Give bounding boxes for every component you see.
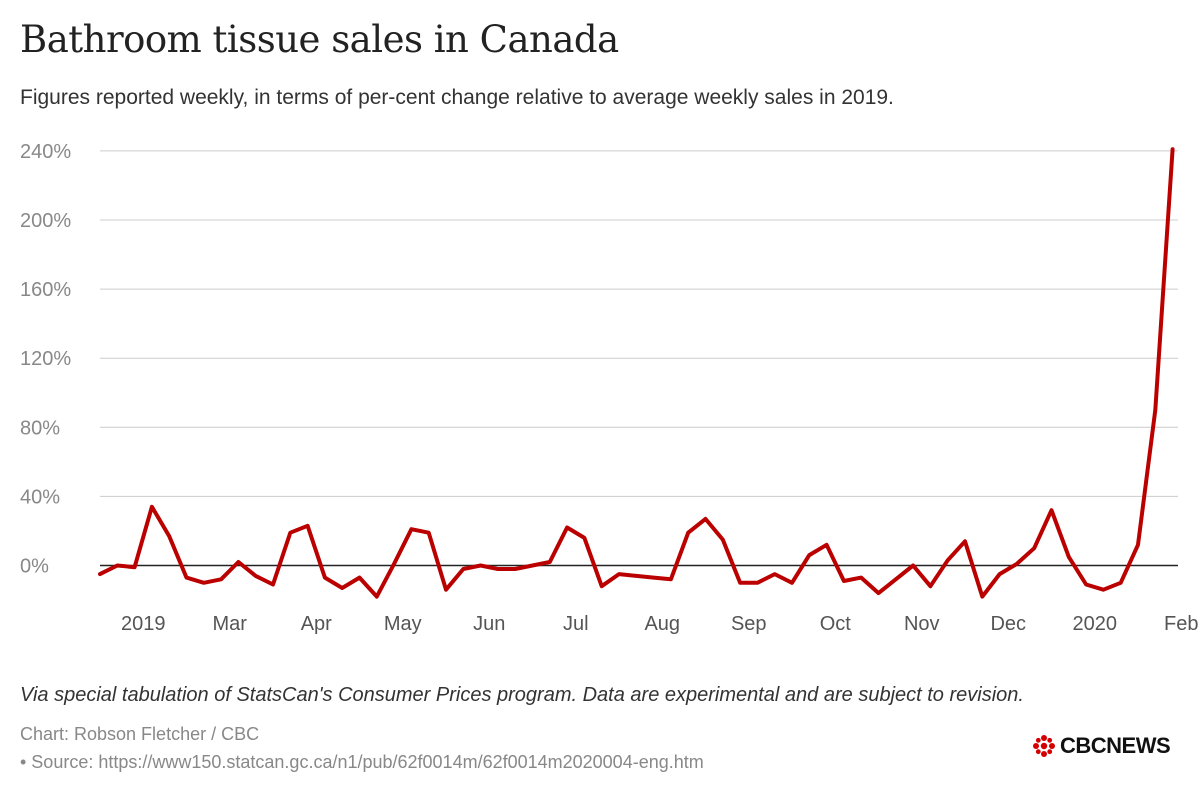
y-tick-label: 80% — [20, 417, 60, 439]
x-tick-label: Jun — [473, 613, 505, 635]
chart-note: Via special tabulation of StatsCan's Con… — [20, 684, 1024, 706]
grid-lines — [100, 150, 1178, 567]
x-tick-label: 2020 — [1073, 613, 1118, 635]
cbc-gem-icon — [1033, 735, 1055, 757]
x-tick-label: Mar — [213, 613, 248, 635]
y-tick-label: 200% — [20, 210, 71, 232]
x-tick-label: 2019 — [121, 613, 166, 635]
y-axis-ticks: 0% 40% 80% 120% 160% 200% 240% — [20, 141, 71, 578]
cbc-news-wordmark: CBCNEWS — [1060, 733, 1171, 758]
y-tick-label: 160% — [20, 279, 71, 301]
chart-subtitle: Figures reported weekly, in terms of per… — [20, 86, 894, 109]
chart-credit: Chart: Robson Fletcher / CBC — [20, 724, 260, 744]
series-line — [98, 147, 1175, 599]
x-tick-label: Feb — [1164, 613, 1198, 635]
x-tick-label: Apr — [301, 613, 332, 635]
chart-title: Bathroom tissue sales in Canada — [20, 18, 619, 61]
x-tick-label: Jul — [563, 613, 589, 635]
x-tick-label: Aug — [644, 613, 680, 635]
y-tick-label: 40% — [20, 486, 60, 508]
cbc-news-logo: CBCNEWS — [1032, 733, 1171, 758]
chart-source: • Source: https://www150.statcan.gc.ca/n… — [20, 752, 704, 772]
x-tick-label: Nov — [904, 613, 940, 635]
y-tick-label: 240% — [20, 141, 71, 163]
x-tick-label: Dec — [990, 613, 1026, 635]
x-tick-label: Oct — [820, 613, 852, 635]
x-tick-label: May — [384, 613, 422, 635]
y-tick-label: 120% — [20, 348, 71, 370]
line-chart: 0% 40% 80% 120% 160% 200% 240% 2019 Mar Apr May Ju… — [20, 141, 1198, 635]
x-tick-label: Sep — [731, 613, 767, 635]
x-axis-ticks: 2019 Mar Apr May Jun Jul Aug Sep Oct Nov Dec 2020 Fe… — [121, 613, 1198, 635]
y-tick-label: 0% — [20, 556, 49, 578]
